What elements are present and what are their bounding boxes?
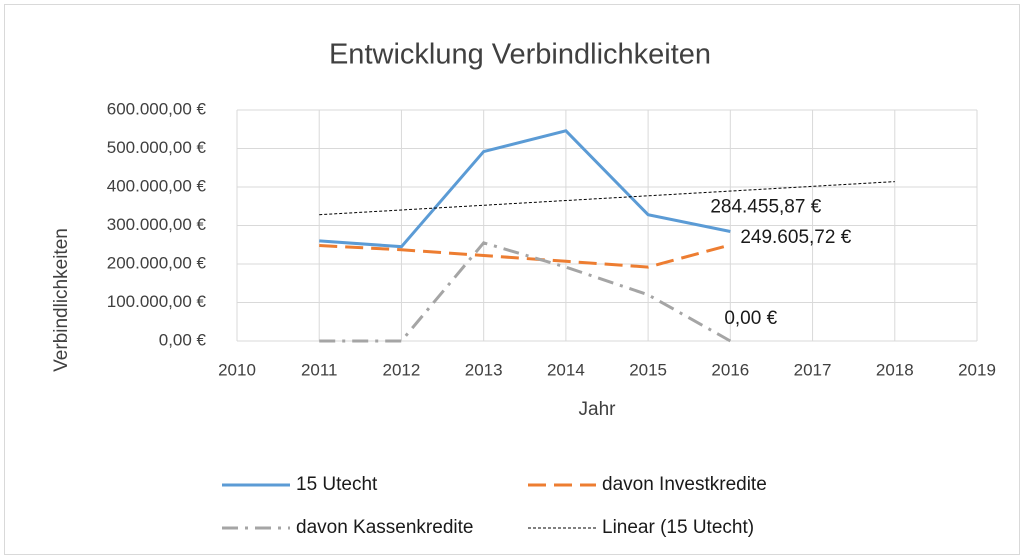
y-tick-label: 200.000,00 €: [107, 253, 207, 272]
x-tick-label: 2013: [465, 360, 503, 379]
data-label: 249.605,72 €: [740, 227, 851, 248]
x-axis-label: Jahr: [579, 399, 617, 420]
y-tick-label: 300.000,00 €: [107, 215, 207, 234]
legend-label: 15 Utecht: [296, 474, 378, 495]
x-tick-label: 2016: [711, 360, 749, 379]
y-tick-label: 100.000,00 €: [107, 292, 207, 311]
x-tick-label: 2018: [876, 360, 914, 379]
data-label: 0,00 €: [724, 308, 777, 329]
series-line: [319, 181, 895, 216]
y-tick-label: 0,00 €: [159, 330, 207, 349]
legend-label: davon Investkredite: [602, 474, 767, 495]
y-tick-label: 400.000,00 €: [107, 176, 207, 195]
x-tick-label: 2014: [547, 360, 585, 379]
data-label: 284.455,87 €: [710, 197, 821, 218]
chart-border: [4, 4, 1020, 555]
y-axis-label: Verbindlichkeiten: [51, 228, 72, 372]
legend-label: Linear (15 Utecht): [602, 517, 754, 538]
chart-title: Entwicklung Verbindlichkeiten: [329, 39, 711, 71]
series-line: [319, 243, 731, 269]
x-tick-label: 2012: [383, 360, 421, 379]
x-tick-label: 2017: [794, 360, 832, 379]
x-tick-label: 2011: [301, 360, 338, 379]
y-tick-label: 600.000,00 €: [107, 99, 207, 118]
x-tick-label: 2015: [629, 360, 667, 379]
series-line: [319, 129, 731, 249]
y-tick-label: 500.000,00 €: [107, 138, 207, 157]
x-tick-label: 2010: [218, 360, 256, 379]
legend-label: davon Kassenkredite: [296, 517, 473, 538]
series-line: [319, 241, 732, 343]
x-tick-label: 2019: [958, 360, 996, 379]
